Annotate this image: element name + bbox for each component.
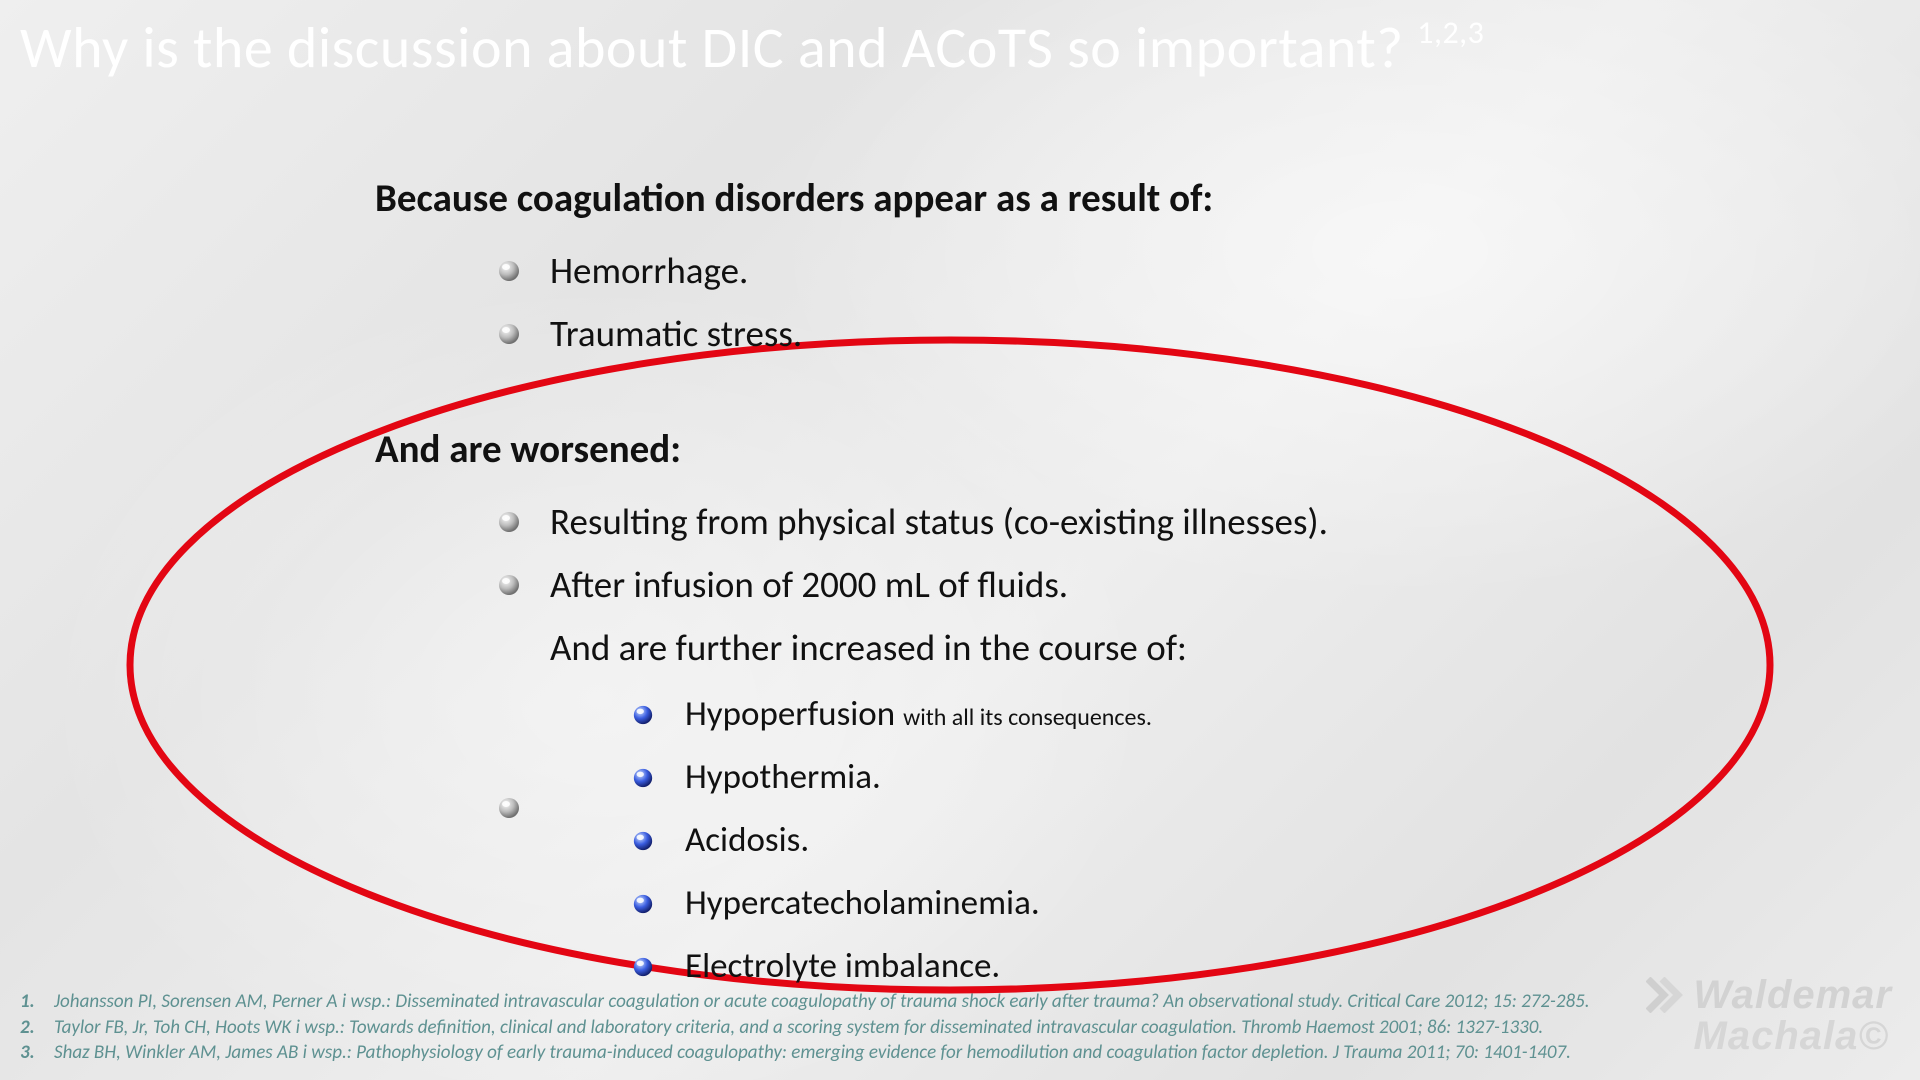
- list-item: After infusion of 2000 mL of fluids.: [485, 554, 1675, 617]
- list-item-text: Hemorrhage.: [550, 248, 748, 293]
- reference-text: Johansson PI, Sorensen AM, Perner A i ws…: [54, 989, 1670, 1015]
- reference-row: 1. Johansson PI, Sorensen AM, Perner A i…: [20, 989, 1670, 1015]
- author-watermark: Waldemar Machala©: [1646, 977, 1892, 1054]
- list-2: Resulting from physical status (co-exist…: [485, 491, 1675, 999]
- logo-line1: Waldemar: [1694, 973, 1892, 1017]
- bullet-grey-icon: [497, 510, 521, 534]
- logo-line2: Machala: [1694, 1014, 1859, 1058]
- sublist-item-text: Hypothermia.: [685, 756, 881, 798]
- content-block: Because coagulation disorders appear as …: [375, 175, 1675, 998]
- sublist-item-text: Acidosis.: [685, 819, 809, 861]
- title-main: Why is the discussion about DIC and ACoT…: [20, 12, 1404, 83]
- reference-row: 2. Taylor FB, Jr, Toh CH, Hoots WK i wsp…: [20, 1015, 1670, 1041]
- reference-number: 1.: [20, 989, 54, 1015]
- reference-number: 3.: [20, 1040, 54, 1066]
- logo-chevron-icon: [1646, 977, 1688, 1018]
- heading-2: And are worsened:: [375, 426, 1675, 473]
- sublist-item-text: Hypoperfusion: [685, 693, 903, 735]
- list-item: Hemorrhage.: [485, 240, 1675, 303]
- bullet-blue-icon: [632, 830, 654, 852]
- bullet-blue-icon: [632, 704, 654, 726]
- slide-title: Why is the discussion about DIC and ACoT…: [20, 12, 1484, 83]
- sublist-item: Hypothermia.: [620, 746, 1675, 809]
- bullet-grey-icon: [497, 259, 521, 283]
- sublist-item: Hypoperfusion with all its consequences.: [620, 683, 1675, 746]
- list-item-text: And are further increased in the course …: [550, 625, 1187, 670]
- list-item-text: After infusion of 2000 mL of fluids.: [550, 562, 1068, 607]
- references: 1. Johansson PI, Sorensen AM, Perner A i…: [20, 989, 1670, 1066]
- reference-row: 3. Shaz BH, Winkler AM, James AB i wsp.:…: [20, 1040, 1670, 1066]
- list-item: And are further increased in the course …: [485, 617, 1675, 999]
- bullet-blue-icon: [632, 767, 654, 789]
- bullet-blue-icon: [632, 893, 654, 915]
- sublist-item: Acidosis.: [620, 809, 1675, 872]
- sublist-item: Hypercatecholaminemia.: [620, 872, 1675, 935]
- sublist-item-text: Electrolyte imbalance.: [685, 945, 1000, 987]
- sublist: Hypoperfusion with all its consequences.…: [620, 683, 1675, 998]
- list-item-text: Traumatic stress.: [550, 311, 802, 356]
- bullet-blue-icon: [632, 956, 654, 978]
- bullet-grey-icon: [497, 796, 521, 820]
- heading-1: Because coagulation disorders appear as …: [375, 175, 1675, 222]
- bullet-grey-icon: [497, 573, 521, 597]
- bullet-grey-icon: [497, 322, 521, 346]
- sublist-item-note: with all its consequences.: [903, 703, 1152, 732]
- reference-number: 2.: [20, 1015, 54, 1041]
- logo-copyright: ©: [1858, 1014, 1888, 1058]
- list-1: Hemorrhage. Traumatic stress.: [485, 240, 1675, 366]
- list-item: Traumatic stress.: [485, 303, 1675, 366]
- title-superscript: 1,2,3: [1417, 13, 1484, 52]
- reference-text: Taylor FB, Jr, Toh CH, Hoots WK i wsp.: …: [54, 1015, 1670, 1041]
- list-item-text: Resulting from physical status (co-exist…: [550, 499, 1328, 544]
- reference-text: Shaz BH, Winkler AM, James AB i wsp.: Pa…: [54, 1040, 1670, 1066]
- list-item: Resulting from physical status (co-exist…: [485, 491, 1675, 554]
- sublist-item-text: Hypercatecholaminemia.: [685, 882, 1040, 924]
